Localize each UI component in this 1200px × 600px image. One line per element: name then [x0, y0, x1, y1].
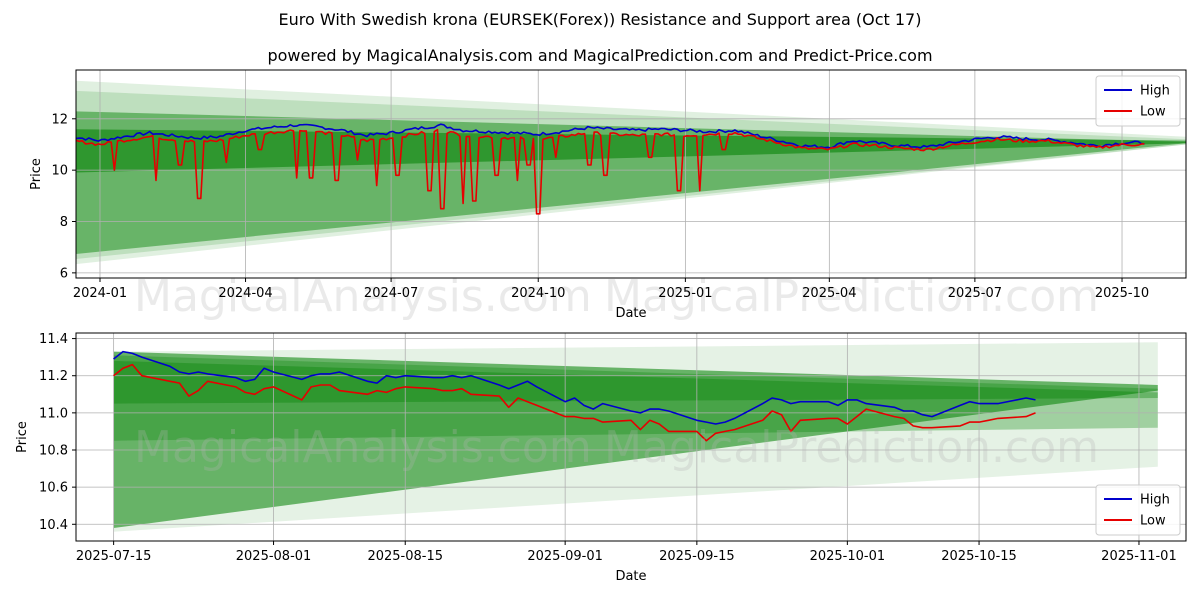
series-line-high: [76, 123, 1145, 149]
y-tick-label: 11.2: [39, 369, 68, 384]
watermark-text: MagicalAnalysis.com: [134, 271, 592, 322]
resistance-support-band: [113, 360, 1158, 404]
legend-label-high: High: [1140, 493, 1170, 508]
legend-label-low: Low: [1140, 514, 1166, 529]
legend: High Low: [1095, 75, 1181, 127]
y-tick-label: 8: [60, 215, 68, 230]
x-tick-label: 2025-08-01: [236, 549, 312, 564]
series-line-low: [76, 128, 1145, 215]
series-group: [113, 350, 1036, 442]
x-tick-label: 2024-04: [218, 286, 272, 301]
y-tick-label: 11.0: [39, 406, 68, 421]
x-tick-label: 2025-01: [658, 286, 712, 301]
series-line-high: [113, 350, 1036, 425]
chart-title: Euro With Swedish krona (EURSEK(Forex)) …: [278, 10, 922, 29]
y-tick-label: 12: [51, 112, 68, 127]
watermark-text: MagicalPrediction.com: [604, 422, 1099, 473]
resistance-support-band: [113, 351, 1158, 528]
x-tick-label: 2025-09-15: [659, 549, 735, 564]
legend-box: [1095, 484, 1181, 536]
x-tick-label: 2025-07-15: [76, 549, 152, 564]
resistance-support-band: [76, 129, 1186, 173]
x-tick-label: 2025-08-15: [367, 549, 443, 564]
chart-panel-1: MagicalAnalysis.com MagicalPrediction.com…: [29, 69, 1187, 322]
band-group: [113, 342, 1158, 532]
x-axis-label: Date: [615, 306, 646, 321]
x-tick-label: 2024-01: [73, 286, 127, 301]
y-axis-label: Price: [15, 421, 30, 453]
resistance-support-band: [76, 80, 1186, 265]
y-tick-label: 6: [60, 266, 68, 281]
y-tick-label: 11.4: [39, 332, 68, 347]
series-line-low: [113, 363, 1036, 442]
x-axis-label: Date: [615, 569, 646, 584]
chart-panel-2: MagicalAnalysis.com MagicalPrediction.com…: [15, 332, 1187, 584]
legend-box: [1095, 75, 1181, 127]
x-tick-label: 2024-07: [364, 286, 418, 301]
x-tick-label: 2025-04: [802, 286, 856, 301]
y-tick-label: 10: [51, 164, 68, 179]
y-tick-label: 10.8: [39, 444, 68, 459]
x-tick-label: 2025-10-01: [810, 549, 886, 564]
watermark-text: MagicalPrediction.com: [604, 271, 1099, 322]
y-axis-label: Price: [29, 158, 44, 190]
legend-label-low: Low: [1140, 105, 1166, 120]
legend: High Low: [1095, 484, 1181, 536]
x-tick-label: 2025-10: [1095, 286, 1149, 301]
resistance-support-band: [113, 355, 1158, 441]
x-tick-label: 2025-11-01: [1101, 549, 1177, 564]
series-group: [76, 123, 1145, 215]
watermark-text: MagicalAnalysis.com: [134, 422, 592, 473]
axes-frame: [75, 69, 1187, 279]
chart-subtitle: powered by MagicalAnalysis.com and Magic…: [267, 46, 933, 65]
x-tick-label: 2025-09-01: [527, 549, 603, 564]
axes-frame: [75, 332, 1187, 542]
x-tick-label: 2025-07: [948, 286, 1002, 301]
x-tick-label: 2025-10-15: [941, 549, 1017, 564]
y-tick-label: 10.6: [39, 481, 68, 496]
band-group: [76, 80, 1186, 265]
legend-label-high: High: [1140, 84, 1170, 99]
x-tick-label: 2024-10: [511, 286, 565, 301]
y-tick-label: 10.4: [39, 518, 68, 533]
